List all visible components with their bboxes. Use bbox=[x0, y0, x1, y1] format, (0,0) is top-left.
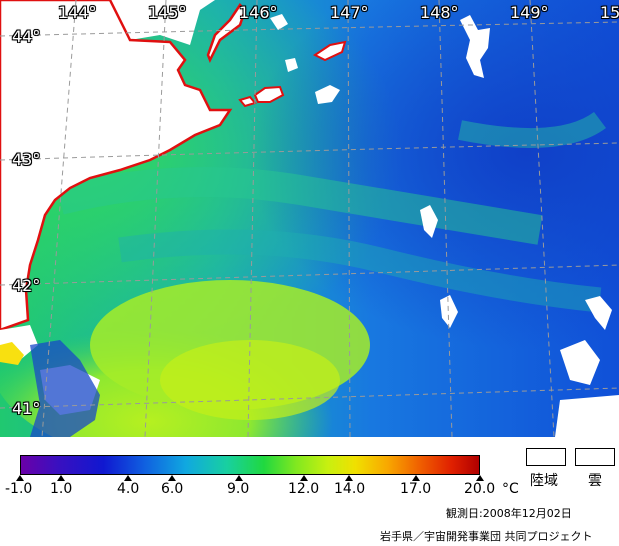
cloud-key-swatch bbox=[575, 448, 615, 466]
shikotan-island bbox=[253, 85, 285, 103]
land-key-label: 陸域 bbox=[530, 473, 558, 489]
land-area bbox=[0, 0, 215, 45]
lon-label-148: 148° bbox=[420, 3, 459, 22]
tick-mark bbox=[16, 475, 24, 481]
tick-label: 1.0 bbox=[50, 481, 73, 497]
lon-label-146: 146° bbox=[239, 3, 278, 22]
graticule bbox=[0, 0, 619, 437]
sst-map: 144° 145° 146° 147° 148° 149° 15 44° 43°… bbox=[0, 0, 619, 437]
tick-label: -1.0 bbox=[5, 481, 33, 497]
cloud-key-label: 雲 bbox=[588, 473, 602, 489]
tick-mark bbox=[235, 475, 243, 481]
tick-label: 12.0 bbox=[288, 481, 320, 497]
temperature-colorbar bbox=[20, 455, 480, 475]
tick-label: 14.0 bbox=[334, 481, 366, 497]
tick-label: 9.0 bbox=[227, 481, 250, 497]
lat-label-43: 43° bbox=[12, 150, 41, 169]
tick-mark bbox=[168, 475, 176, 481]
tick-label: 20.0 bbox=[464, 481, 496, 497]
tick-mark bbox=[476, 475, 484, 481]
lat-label-44: 44° bbox=[12, 27, 41, 46]
hokkaido-coastline bbox=[0, 0, 233, 332]
tick-mark bbox=[412, 475, 420, 481]
land-key-swatch bbox=[526, 448, 566, 466]
tick-mark bbox=[345, 475, 353, 481]
observation-date: 観測日:2008年12月02日 bbox=[446, 507, 572, 520]
kunashir-island bbox=[206, 3, 247, 64]
tick-label: 4.0 bbox=[117, 481, 140, 497]
sst-map-image bbox=[0, 0, 619, 437]
tick-label: 6.0 bbox=[161, 481, 184, 497]
iturup-island bbox=[313, 40, 347, 62]
tick-mark bbox=[300, 475, 308, 481]
lon-label-147: 147° bbox=[330, 3, 369, 22]
tick-mark bbox=[124, 475, 132, 481]
lon-label-144: 144° bbox=[58, 3, 97, 22]
tick-mark bbox=[57, 475, 65, 481]
lon-label-149: 149° bbox=[510, 3, 549, 22]
lat-label-42: 42° bbox=[12, 276, 41, 295]
tick-label: 17.0 bbox=[400, 481, 432, 497]
credit-line: 岩手県／宇宙開発事業団 共同プロジェクト bbox=[380, 530, 593, 543]
lat-label-41: 41° bbox=[12, 399, 41, 418]
unit-label: °C bbox=[502, 481, 519, 497]
lon-label-145: 145° bbox=[148, 3, 187, 22]
lon-label-150: 15 bbox=[600, 3, 619, 22]
